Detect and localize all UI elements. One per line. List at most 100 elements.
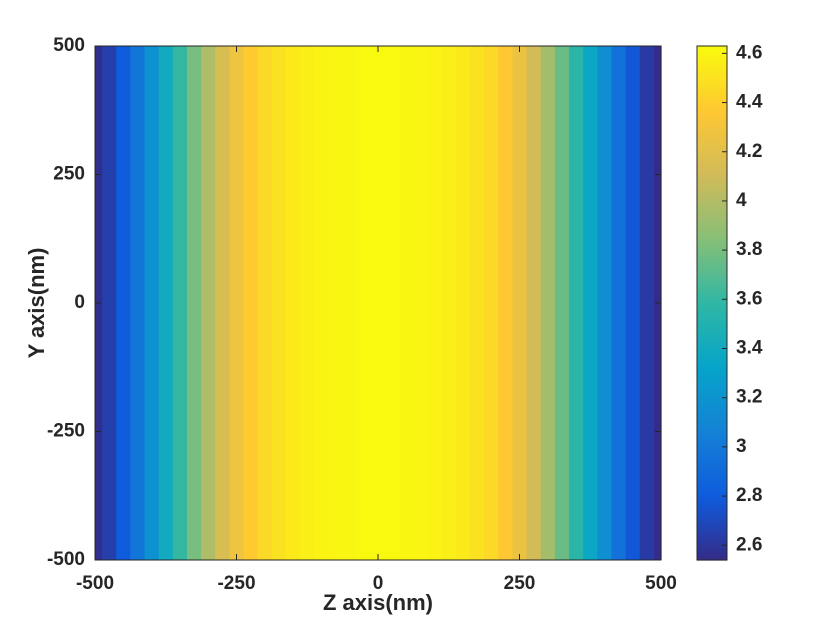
colorbar-slice — [697, 165, 727, 171]
colorbar-slice — [697, 380, 727, 385]
colorbar-slice — [697, 418, 727, 424]
y-tick-label: 250 — [53, 164, 85, 185]
colorbar-slice — [697, 54, 727, 60]
colorbar-slice — [697, 71, 727, 77]
colorbar-slice — [697, 135, 727, 141]
heat-column — [484, 46, 499, 560]
heat-column — [271, 46, 287, 560]
colorbar-slice — [697, 324, 727, 330]
colorbar-slice — [697, 362, 727, 368]
colorbar-slice — [697, 337, 727, 343]
colorbar-slice — [697, 512, 727, 518]
colorbar-slice — [697, 388, 727, 394]
colorbar-slice — [697, 371, 727, 377]
colorbar-slice — [697, 298, 727, 304]
heat-column — [498, 46, 514, 560]
colorbar-slice — [697, 328, 727, 334]
colorbar-slice — [697, 123, 727, 128]
colorbar-slice — [697, 170, 727, 176]
colorbar-slice — [697, 405, 727, 411]
colorbar-slice — [697, 345, 727, 351]
colorbar-slice — [697, 221, 727, 227]
colorbar-slice — [697, 410, 727, 415]
colorbar-slice — [697, 491, 727, 497]
x-tick-label: -250 — [217, 573, 255, 594]
colorbar-slice — [697, 392, 727, 398]
colorbar-slice — [697, 332, 727, 338]
colorbar-slice — [697, 157, 727, 163]
colorbar-slice — [697, 538, 727, 544]
heat-column — [399, 46, 414, 560]
heat-column — [385, 46, 400, 560]
colorbar-slice — [697, 414, 727, 420]
colorbar-slice — [697, 542, 727, 548]
colorbar-slice — [697, 58, 727, 64]
colorbar-slice — [697, 131, 727, 137]
colorbar-slice — [697, 482, 727, 488]
colorbar-tick-label: 3.2 — [736, 387, 762, 408]
colorbar-slice — [697, 294, 727, 300]
y-tick-label: -250 — [47, 421, 85, 442]
colorbar-slice — [697, 217, 727, 223]
colorbar-slice — [697, 504, 727, 510]
colorbar-slice — [697, 105, 727, 111]
colorbar-slice — [697, 487, 727, 493]
colorbar-slice — [697, 435, 727, 441]
colorbar-slice — [697, 273, 727, 278]
colorbar-tick-label: 4 — [736, 190, 747, 211]
colorbar-slice — [697, 508, 727, 514]
colorbar-slice — [697, 341, 727, 347]
colorbar-slice — [697, 397, 727, 403]
heat-column — [597, 46, 613, 560]
colorbar-slice — [697, 161, 727, 167]
heat-column — [314, 46, 330, 560]
colorbar-slice — [697, 375, 727, 381]
heat-column — [427, 46, 443, 560]
colorbar-slice — [697, 465, 727, 471]
heat-column — [130, 46, 146, 560]
heat-column — [215, 46, 231, 560]
heat-column — [639, 46, 655, 560]
colorbar-slice — [697, 153, 727, 158]
heat-column — [286, 46, 301, 560]
colorbar-slice — [697, 427, 727, 433]
heat-column — [144, 46, 160, 560]
colorbar-slice — [697, 234, 727, 240]
colorbar-slice — [697, 268, 727, 274]
colorbar-tick-label: 3 — [736, 436, 747, 457]
colorbar-tick-label: 3.6 — [736, 288, 762, 309]
heat-column — [554, 46, 570, 560]
colorbar-tick-label: 4.4 — [736, 92, 763, 113]
colorbar-slice — [697, 191, 727, 197]
colorbar-slice — [697, 50, 727, 56]
colorbar-slice — [697, 311, 727, 317]
y-axis-label: Y axis(nm) — [24, 248, 49, 359]
colorbar-slice — [697, 46, 727, 51]
x-tick-label: -500 — [76, 573, 114, 594]
colorbar-slice — [697, 431, 727, 437]
heat-column — [300, 46, 315, 560]
colorbar-slice — [697, 285, 727, 291]
heat-column — [583, 46, 598, 560]
heat-column — [413, 46, 429, 560]
heat-column — [116, 46, 131, 560]
colorbar-slice — [697, 187, 727, 193]
colorbar-slice — [697, 230, 727, 236]
colorbar-slice — [697, 495, 727, 501]
colorbar-slice — [697, 225, 727, 231]
colorbar-slice — [697, 174, 727, 180]
colorbar-slice — [697, 521, 727, 527]
colorbar-slice — [697, 114, 727, 120]
heat-column — [158, 46, 174, 560]
colorbar-slice — [697, 517, 727, 523]
x-tick-label: 250 — [504, 573, 536, 594]
x-tick-label: 500 — [645, 573, 677, 594]
heat-column — [102, 46, 117, 560]
colorbar-slice — [697, 63, 727, 69]
heat-column — [342, 46, 358, 560]
heat-column — [611, 46, 627, 560]
colorbar-slice — [697, 93, 727, 98]
colorbar-slice — [697, 307, 727, 313]
colorbar-slice — [697, 358, 727, 364]
colorbar-slice — [697, 452, 727, 458]
